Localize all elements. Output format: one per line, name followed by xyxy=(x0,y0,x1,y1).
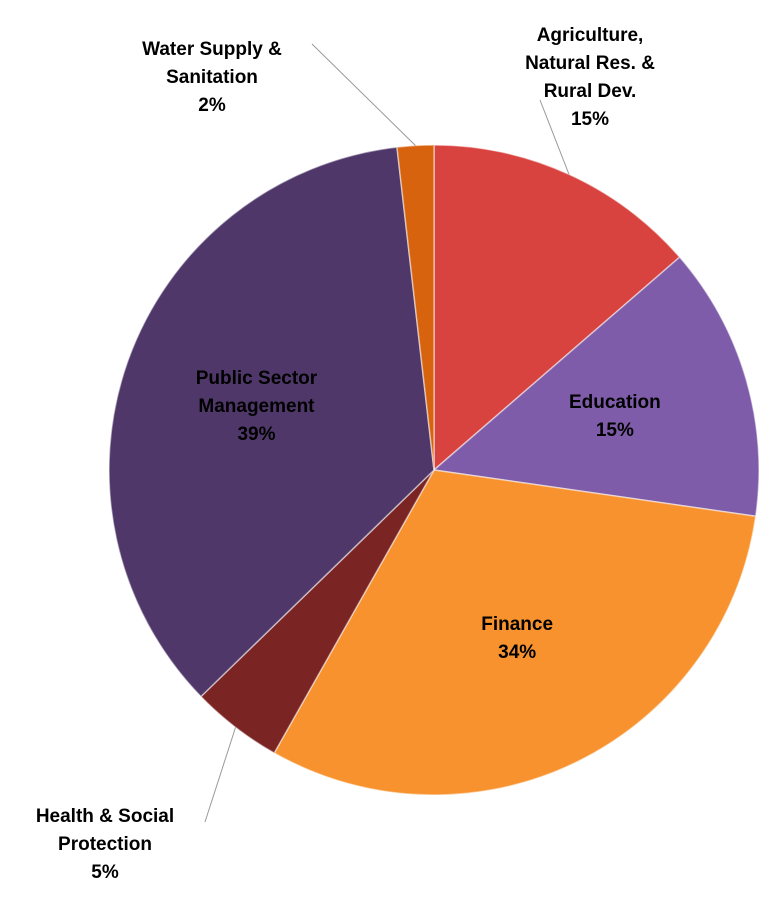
pie-slice xyxy=(108,146,435,698)
leader-line xyxy=(204,727,237,823)
pie-slice xyxy=(273,469,757,796)
category-name: Health & Social Protection xyxy=(35,806,175,855)
pie-slice xyxy=(433,144,681,472)
slice-label: Education 15% xyxy=(535,389,695,445)
category-name: Finance xyxy=(481,614,554,636)
value-label: 15% xyxy=(595,419,634,441)
slice-label: Agriculture, Natural Res. & Rural Dev. 15… xyxy=(505,22,675,134)
slice-label: Finance 34% xyxy=(437,611,597,667)
leader-line xyxy=(539,99,570,175)
value-label: 5% xyxy=(91,862,119,883)
slice-label: Health & Social Protection 5% xyxy=(5,803,205,887)
value-label: 15% xyxy=(570,109,610,130)
slice-label: Water Supply & Sanitation 2% xyxy=(112,36,312,120)
leader-line xyxy=(311,43,416,146)
value-label: 39% xyxy=(237,423,276,445)
value-label: 2% xyxy=(198,95,226,116)
category-name: Agriculture, Natural Res. & Rural Dev. xyxy=(525,25,655,102)
category-name: Education xyxy=(568,391,661,413)
value-label: 34% xyxy=(498,642,537,664)
slice-label: Public Sector Management 39% xyxy=(161,365,351,449)
category-name: Water Supply & Sanitation xyxy=(142,39,282,88)
pie-slice xyxy=(432,256,760,518)
category-name: Public Sector Management xyxy=(195,367,318,417)
